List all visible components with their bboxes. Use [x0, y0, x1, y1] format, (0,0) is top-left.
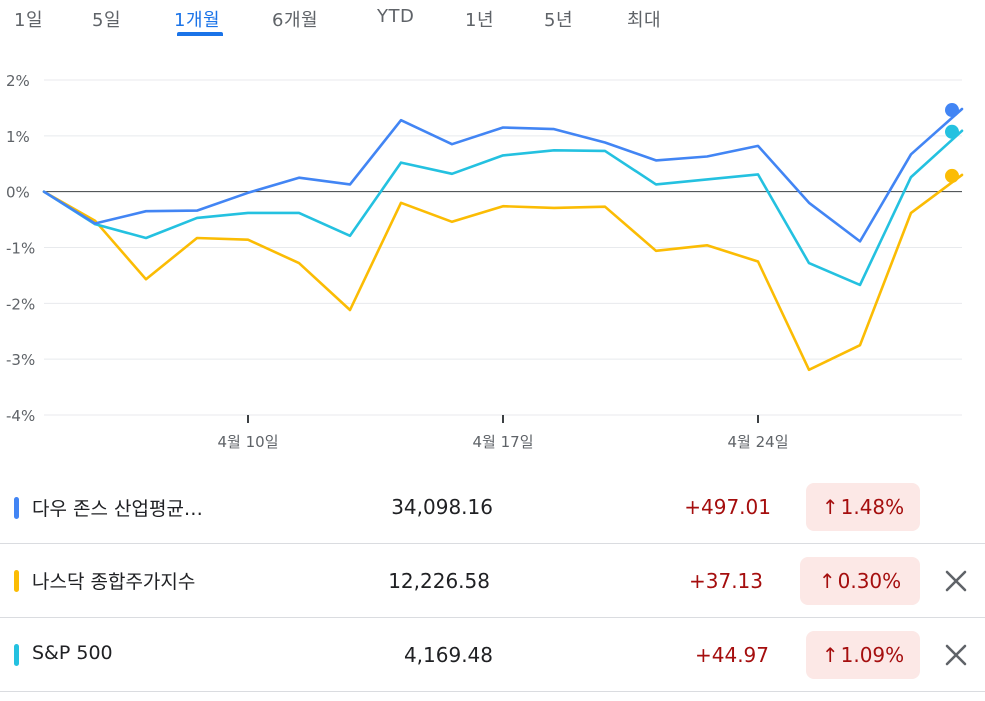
x-tick-label: 4월 24일: [728, 433, 789, 451]
series-end-dot: [945, 168, 959, 183]
y-tick-label: 2%: [6, 72, 30, 90]
list-item-sp500[interactable]: S&P 500 4,169.48 +44.97 ↑ 1.09%: [0, 619, 985, 692]
series-color-swatch: [14, 570, 19, 592]
percent-change-badge: ↑ 1.48%: [806, 483, 920, 531]
series-line: [42, 107, 964, 243]
x-tick-label: 4월 17일: [473, 433, 534, 451]
y-tick-label: -4%: [6, 407, 35, 425]
close-icon[interactable]: [942, 641, 970, 669]
index-change: +44.97: [694, 643, 769, 667]
index-name: 다우 존스 산업평균…: [32, 498, 203, 520]
series-end-dot: [945, 124, 959, 139]
percent-change-badge: ↑ 1.09%: [806, 631, 920, 679]
close-icon[interactable]: [942, 567, 970, 595]
y-tick-label: -2%: [6, 295, 35, 313]
percent-change: 1.48%: [840, 495, 905, 519]
tab-ytd[interactable]: YTD: [377, 6, 415, 27]
tab-5y[interactable]: 5년: [544, 10, 574, 31]
y-tick-label: -3%: [6, 351, 35, 369]
arrow-up-icon: ↑: [818, 569, 836, 593]
time-range-tabs: 1일 5일 1개월 6개월 YTD 1년 5년 최대: [0, 0, 985, 40]
line-chart: 2% 1% 0% -1% -2% -3% -4% 4월 10일 4월 17일 4월 24일: [6, 72, 964, 451]
list-item-nasdaq[interactable]: 나스닥 종합주가지수 12,226.58 +37.13 ↑ 0.30%: [0, 545, 985, 618]
percent-change: 0.30%: [837, 569, 902, 593]
y-tick-label: 1%: [6, 128, 30, 146]
index-name: S&P 500: [32, 642, 113, 664]
x-tick-label: 4월 10일: [218, 433, 279, 451]
index-change: +37.13: [688, 569, 763, 593]
arrow-up-icon: ↑: [821, 495, 839, 519]
index-value: 4,169.48: [403, 643, 493, 667]
tab-max[interactable]: 최대: [627, 10, 662, 31]
y-tick-label: 0%: [6, 184, 30, 202]
tab-1m[interactable]: 1개월: [174, 10, 221, 31]
series-color-swatch: [14, 497, 19, 519]
series-end-dot: [945, 103, 959, 118]
list-item-dow[interactable]: 다우 존스 산업평균… 34,098.16 +497.01 ↑ 1.48%: [0, 471, 985, 544]
series-line: [42, 129, 964, 287]
index-value: 12,226.58: [388, 569, 490, 593]
index-name: 나스닥 종합주가지수: [32, 571, 196, 593]
index-change: +497.01: [684, 495, 771, 519]
y-tick-label: -1%: [6, 240, 35, 258]
tab-5d[interactable]: 5일: [92, 10, 122, 31]
tab-1d[interactable]: 1일: [14, 10, 44, 31]
active-tab-indicator: [177, 32, 223, 36]
series-color-swatch: [14, 644, 19, 666]
tab-6m[interactable]: 6개월: [272, 10, 319, 31]
percent-change: 1.09%: [840, 643, 905, 667]
percent-change-badge: ↑ 0.30%: [800, 557, 920, 605]
series-line: [42, 173, 964, 372]
tab-1y[interactable]: 1년: [465, 10, 495, 31]
arrow-up-icon: ↑: [821, 643, 839, 667]
index-value: 34,098.16: [391, 495, 493, 519]
